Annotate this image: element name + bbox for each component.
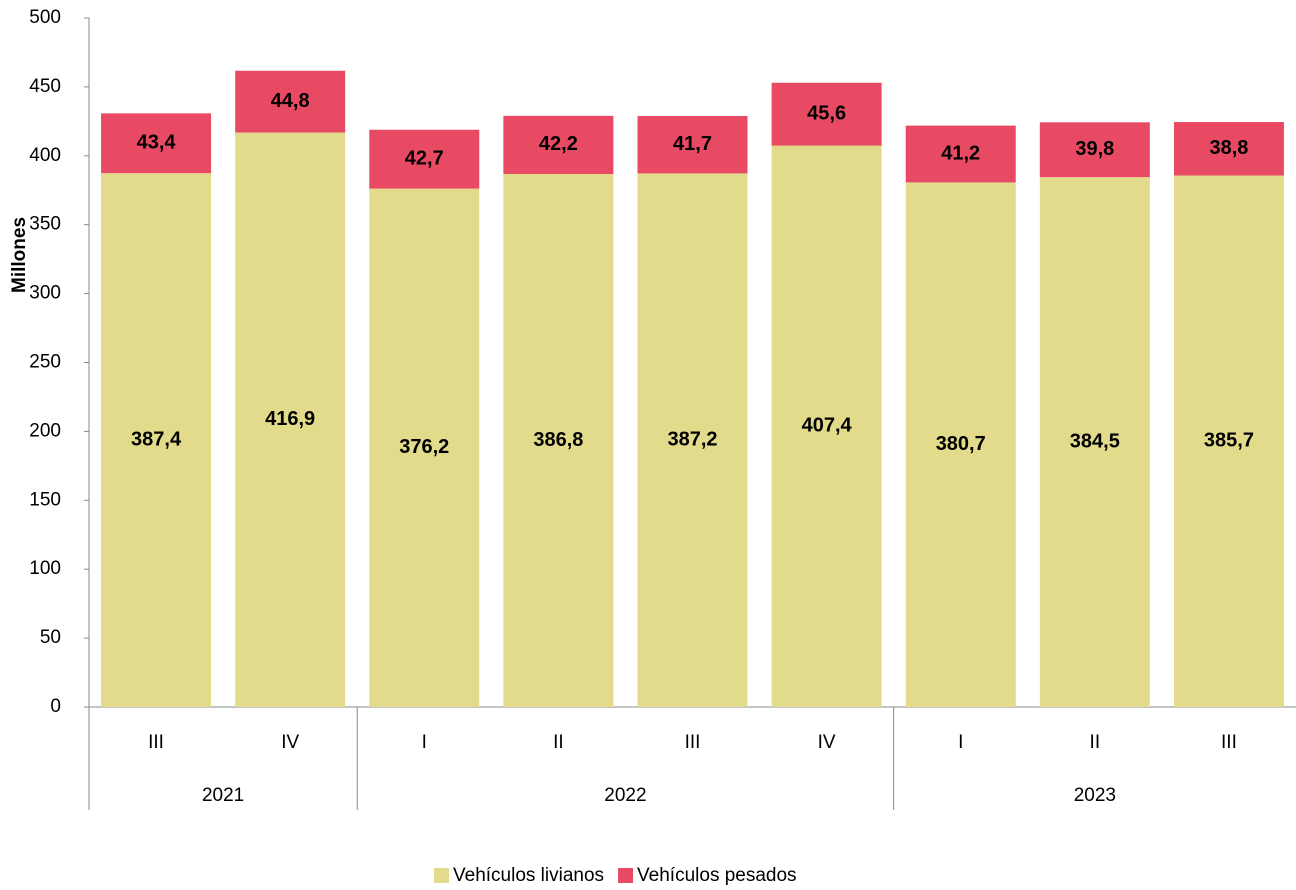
- bar-segment: [235, 70, 346, 133]
- y-tick-label: 0: [50, 696, 61, 717]
- y-tick-label: 50: [40, 627, 61, 648]
- bar-segment: [1173, 122, 1284, 176]
- value-label: 38,8: [1209, 137, 1248, 159]
- bar-segment: [1173, 175, 1284, 708]
- x-tick-label: III: [685, 732, 701, 753]
- bar-segment: [503, 115, 614, 174]
- x-tick-label: IV: [281, 732, 299, 753]
- legend-label: Vehículos pesados: [637, 865, 797, 886]
- value-label: 384,5: [1070, 430, 1120, 452]
- bar-segment: [1039, 177, 1150, 707]
- bar-segment: [235, 132, 346, 708]
- value-label: 43,4: [137, 132, 177, 154]
- x-group-label: 2023: [1074, 785, 1116, 806]
- bar-segment: [369, 129, 480, 189]
- bar-segment: [101, 113, 212, 174]
- x-tick-label: III: [1221, 732, 1237, 753]
- bar-segment: [503, 173, 614, 707]
- value-label: 416,9: [265, 408, 315, 430]
- legend-label: Vehículos livianos: [453, 865, 604, 886]
- value-label: 41,7: [673, 133, 712, 155]
- x-group-label: 2021: [202, 785, 244, 806]
- x-tick-label: IV: [818, 732, 836, 753]
- value-label: 380,7: [936, 433, 986, 455]
- y-tick-label: 400: [29, 145, 61, 166]
- value-label: 387,4: [131, 428, 182, 450]
- bar-segment: [1039, 122, 1150, 178]
- x-tick-label: I: [422, 732, 427, 753]
- x-group-label: 2022: [604, 785, 646, 806]
- value-label: 385,7: [1204, 430, 1254, 452]
- value-label: 386,8: [533, 429, 583, 451]
- x-tick-label: II: [1090, 732, 1101, 753]
- bar-segment: [771, 145, 882, 708]
- y-tick-label: 200: [29, 420, 61, 441]
- y-tick-label: 250: [29, 352, 61, 373]
- y-tick-label: 300: [29, 283, 61, 304]
- value-label: 42,2: [539, 133, 578, 155]
- value-label: 376,2: [399, 436, 449, 458]
- bar-segment: [905, 125, 1016, 183]
- bar-segment: [771, 82, 882, 146]
- value-label: 45,6: [807, 102, 846, 124]
- y-tick-label: 350: [29, 214, 61, 235]
- bar-segment: [101, 173, 212, 708]
- bar-segment: [369, 188, 480, 707]
- y-tick-label: 100: [29, 558, 61, 579]
- legend-swatch: [434, 868, 449, 883]
- y-axis-label: Millones: [9, 217, 30, 293]
- x-tick-label: III: [148, 732, 164, 753]
- x-tick-label: II: [553, 732, 564, 753]
- x-tick-label: I: [958, 732, 963, 753]
- legend-swatch: [618, 868, 634, 883]
- y-tick-label: 150: [29, 489, 61, 510]
- bar-segment: [905, 182, 1016, 708]
- value-label: 407,4: [802, 415, 853, 437]
- bar-segment: [637, 115, 748, 174]
- value-label: 42,7: [405, 147, 444, 169]
- y-tick-label: 450: [29, 76, 61, 97]
- value-label: 41,2: [941, 142, 980, 164]
- bar-segment: [637, 173, 748, 707]
- value-label: 44,8: [271, 90, 310, 112]
- value-label: 39,8: [1075, 138, 1114, 160]
- value-label: 387,2: [667, 429, 717, 451]
- y-tick-label: 500: [29, 7, 61, 28]
